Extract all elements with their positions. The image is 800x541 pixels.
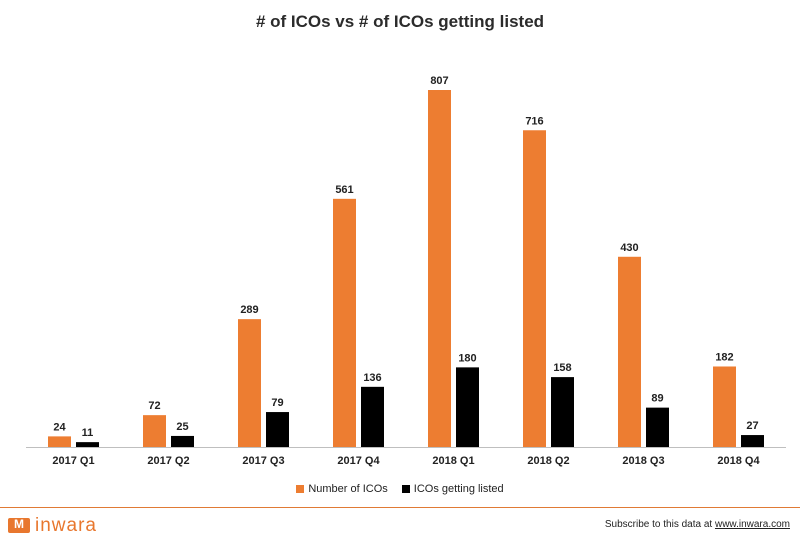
legend-item-icos-getting-listed: ICOs getting listed <box>401 483 504 495</box>
x-tick-label: 2017 Q4 <box>337 455 380 467</box>
legend-swatch-orange <box>296 485 305 493</box>
bar-number-of-icos <box>238 319 261 447</box>
inwara-logo: inwara <box>8 516 97 535</box>
subscribe-text: Subscribe to this data at <box>604 519 715 530</box>
bar-number-of-icos <box>428 90 451 447</box>
chart-title: # of ICOs vs # of ICOs getting listed <box>255 12 545 31</box>
data-label: 561 <box>335 184 353 196</box>
bar-number-of-icos <box>143 415 166 447</box>
data-label: 89 <box>651 393 663 405</box>
data-label: 11 <box>82 427 94 439</box>
bar-number-of-icos <box>523 130 546 447</box>
legend-swatch-black <box>401 485 410 493</box>
data-label: 289 <box>240 304 258 316</box>
bar-icos-listed <box>551 377 574 447</box>
x-tick-label: 2018 Q2 <box>527 455 569 467</box>
data-label: 24 <box>53 421 66 433</box>
data-label: 25 <box>176 421 188 433</box>
bar-icos-listed <box>646 407 669 447</box>
x-tick-label: 2017 Q2 <box>147 455 189 467</box>
data-label: 180 <box>458 352 476 364</box>
data-label: 182 <box>715 351 733 363</box>
x-tick-label: 2017 Q1 <box>52 455 94 467</box>
bar-icos-listed <box>76 442 99 447</box>
bar-number-of-icos <box>618 256 641 447</box>
data-label: 716 <box>525 115 543 127</box>
data-label: 430 <box>620 242 638 254</box>
subscribe-link[interactable]: www.inwara.com <box>714 519 790 530</box>
data-label: 72 <box>148 400 160 412</box>
bar-number-of-icos <box>713 366 736 447</box>
legend: Number of ICOs ICOs getting listed <box>0 483 800 495</box>
data-label: 136 <box>363 372 381 384</box>
bar-icos-listed <box>361 386 384 447</box>
bar-icos-listed <box>171 435 194 447</box>
logo-icon <box>8 517 30 533</box>
x-tick-label: 2018 Q3 <box>622 455 664 467</box>
data-label: 158 <box>553 362 571 374</box>
x-tick-label: 2018 Q1 <box>432 455 474 467</box>
bar-icos-listed <box>266 412 289 447</box>
x-tick-label: 2018 Q4 <box>717 455 760 467</box>
legend-label: Number of ICOs <box>308 483 388 495</box>
data-label: 79 <box>271 397 283 409</box>
bar-number-of-icos <box>48 436 71 447</box>
bar-number-of-icos <box>333 198 356 447</box>
x-tick-label: 2017 Q3 <box>242 455 284 467</box>
bar-icos-listed <box>456 367 479 447</box>
footer: inwara Subscribe to this data at www.inw… <box>0 510 800 541</box>
logo-text: inwara <box>35 515 97 536</box>
legend-label: ICOs getting listed <box>413 483 504 495</box>
bar-icos-listed <box>741 435 764 447</box>
subscribe-note: Subscribe to this data at www.inwara.com <box>605 519 790 530</box>
footer-divider <box>0 507 800 508</box>
bar-chart: 24 11 2017 Q1 72 25 2017 Q2 289 79 2017 Q3 561 136… <box>26 75 786 467</box>
data-label: 27 <box>746 420 758 432</box>
legend-item-number-of-icos: Number of ICOs <box>296 483 388 495</box>
data-label: 807 <box>430 75 448 87</box>
